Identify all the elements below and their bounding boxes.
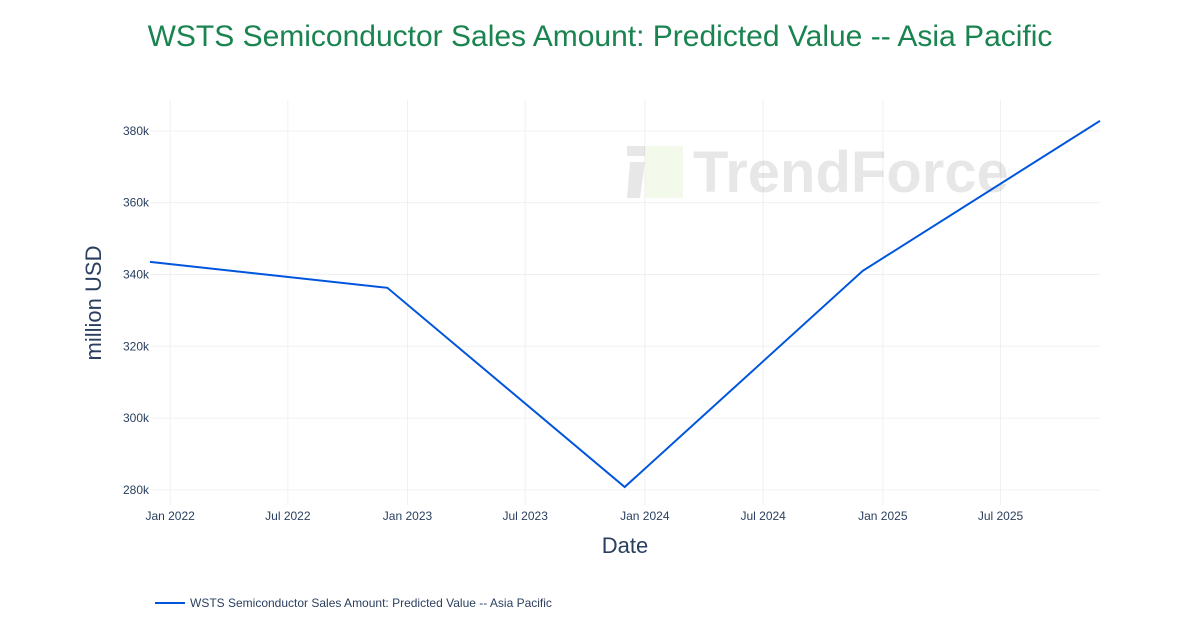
watermark-logo: TrendForce — [627, 140, 1009, 205]
y-tick-label: 340k — [123, 267, 150, 281]
y-axis-title: million USD — [81, 246, 106, 361]
y-tick-label: 380k — [123, 124, 150, 138]
x-tick-label: Jan 2023 — [383, 509, 433, 523]
x-tick-label: Jul 2023 — [503, 509, 549, 523]
x-tick-label: Jul 2024 — [740, 509, 786, 523]
y-tick-label: 300k — [123, 411, 150, 425]
legend-label: WSTS Semiconductor Sales Amount: Predict… — [190, 596, 552, 610]
chart-title: WSTS Semiconductor Sales Amount: Predict… — [147, 20, 1053, 53]
legend[interactable]: WSTS Semiconductor Sales Amount: Predict… — [155, 596, 552, 610]
y-tick-label: 280k — [123, 483, 150, 497]
x-tick-label: Jan 2025 — [858, 509, 908, 523]
y-tick-label: 360k — [123, 196, 150, 210]
svg-text:TrendForce: TrendForce — [693, 140, 1009, 205]
x-tick-label: Jan 2022 — [145, 509, 195, 523]
grid — [150, 100, 1100, 505]
x-axis-title: Date — [602, 533, 648, 558]
x-tick-label: Jul 2022 — [265, 509, 311, 523]
x-tick-label: Jan 2024 — [620, 509, 670, 523]
y-tick-label: 320k — [123, 339, 150, 353]
x-tick-label: Jul 2025 — [978, 509, 1024, 523]
legend-swatch — [155, 602, 185, 604]
